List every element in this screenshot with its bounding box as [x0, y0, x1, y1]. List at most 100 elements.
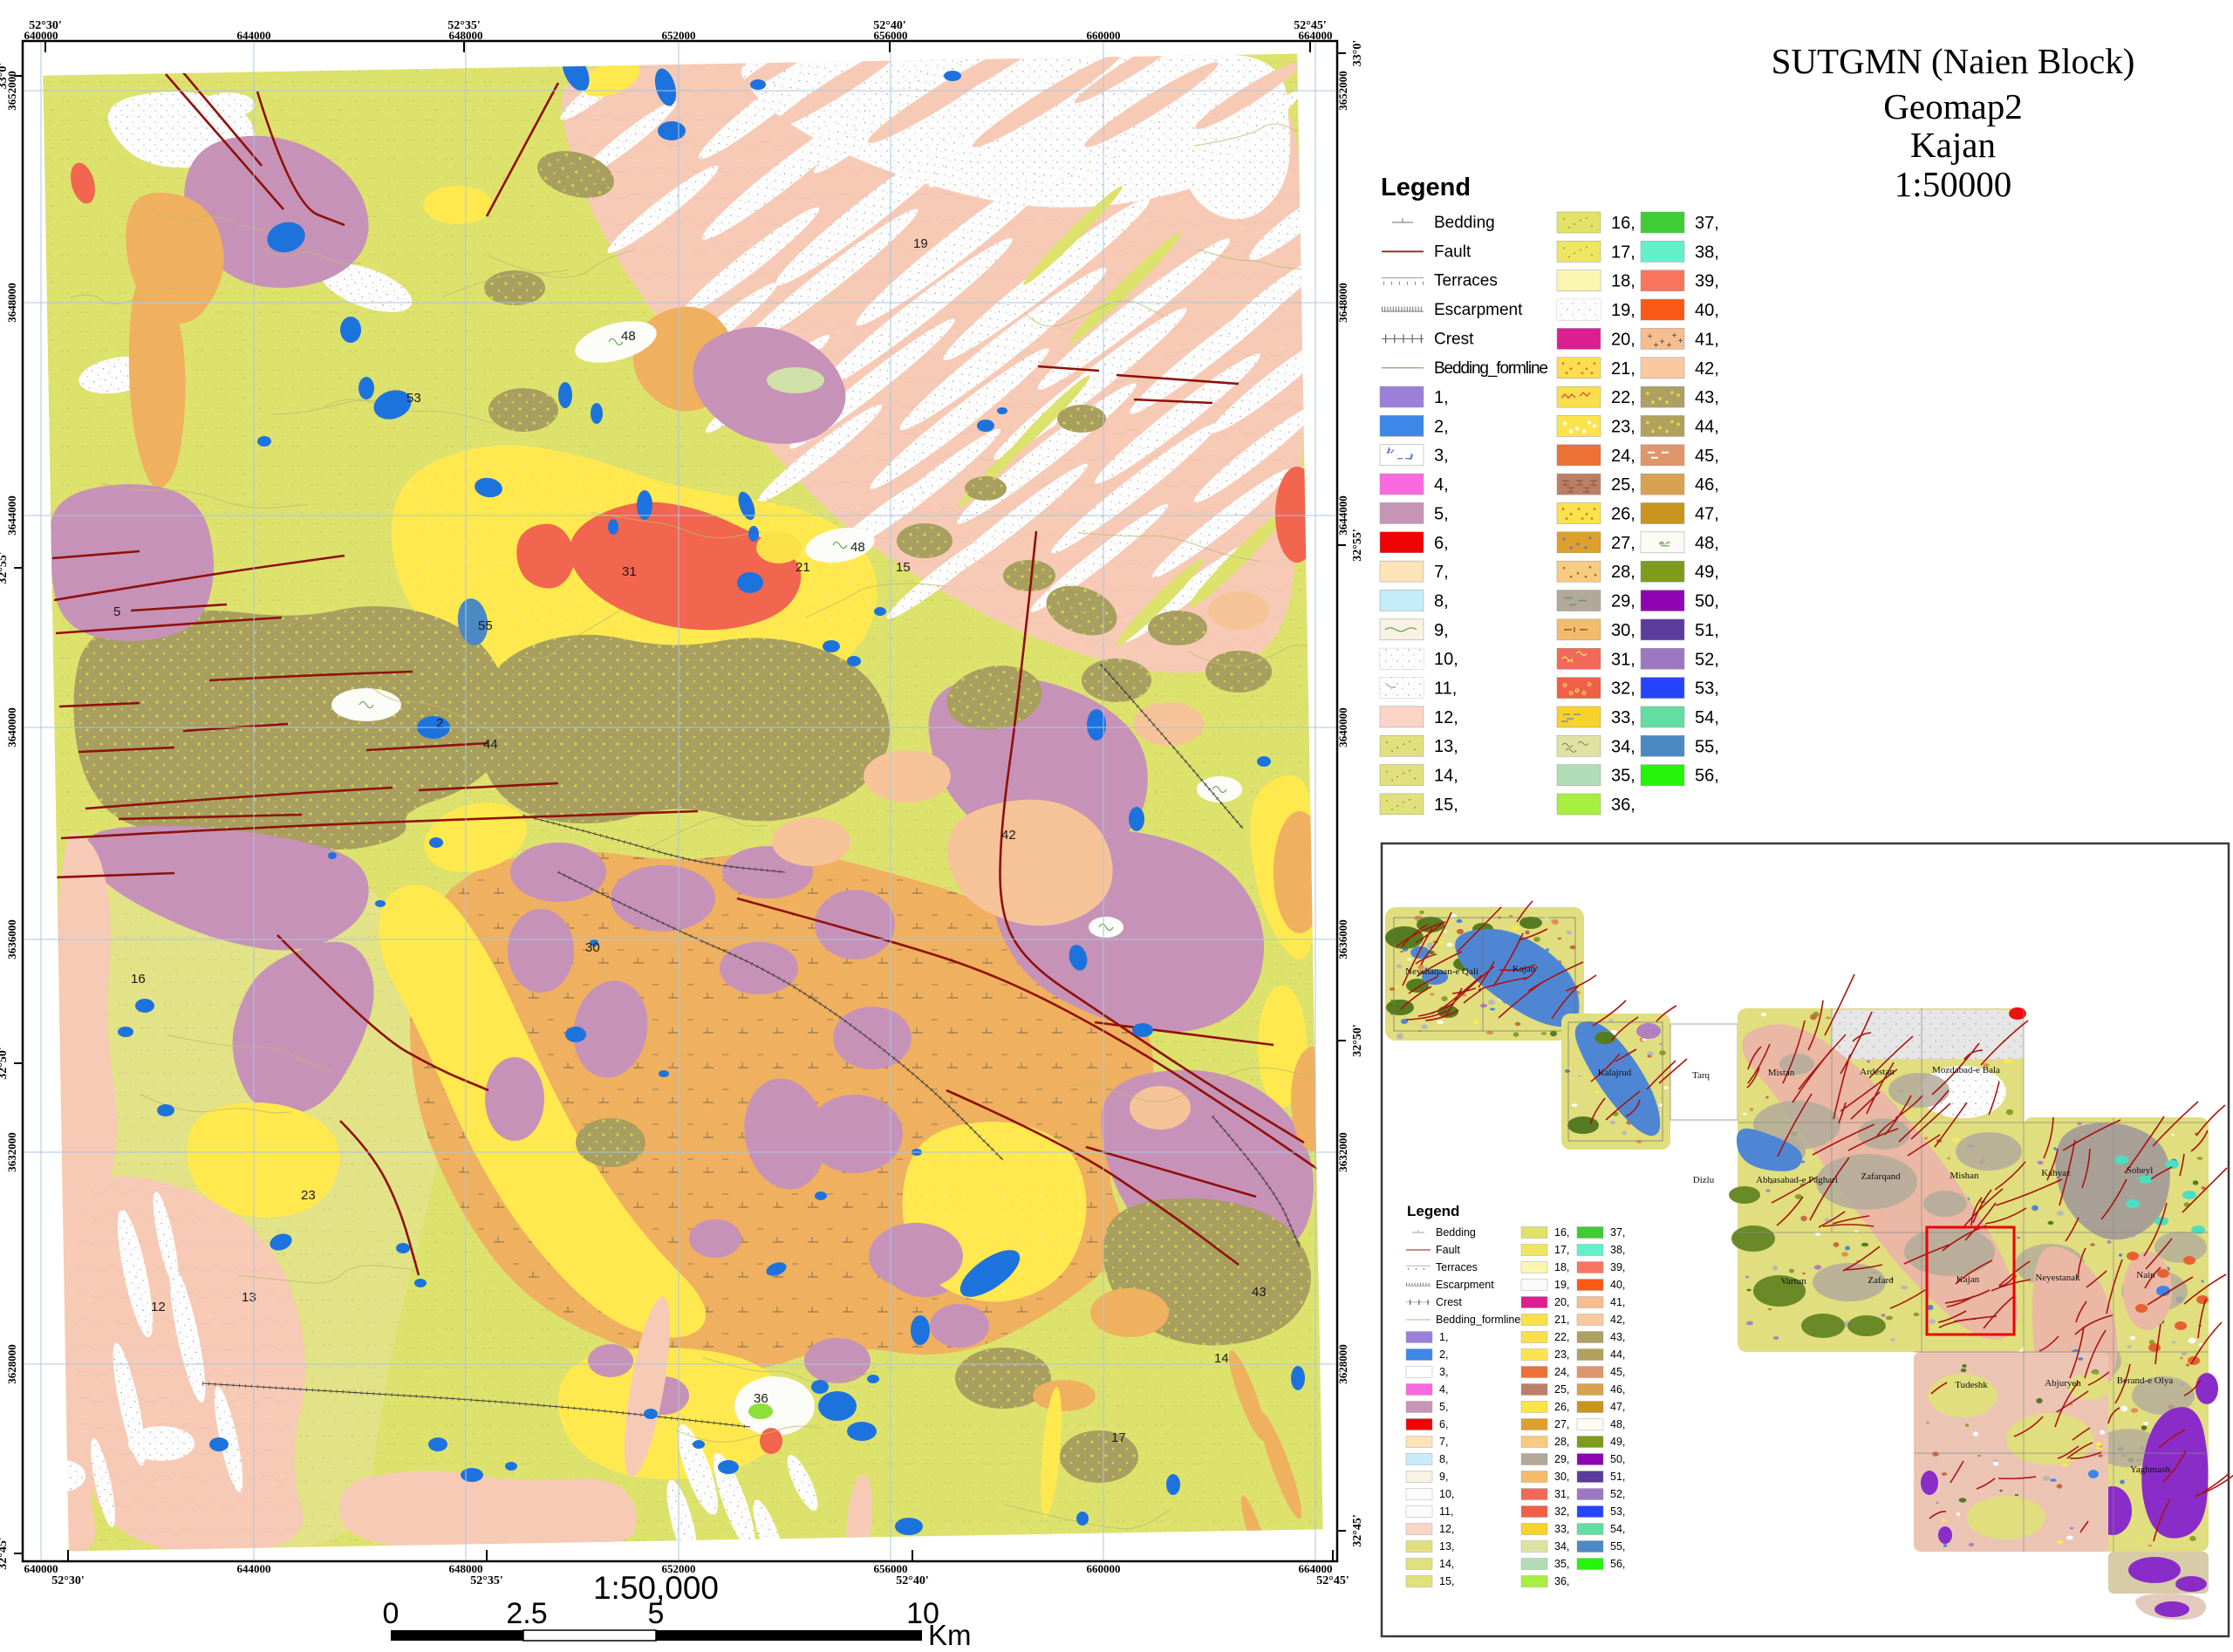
svg-text:19,: 19,: [1611, 301, 1635, 320]
svg-text:20,: 20,: [1611, 330, 1635, 349]
svg-text:652000: 652000: [662, 29, 696, 42]
svg-text:10,: 10,: [1439, 1488, 1454, 1500]
svg-text:15,: 15,: [1439, 1575, 1454, 1587]
svg-text:53: 53: [406, 391, 421, 406]
svg-text:Dizlu: Dizlu: [1693, 1175, 1715, 1185]
svg-text:54,: 54,: [1695, 708, 1719, 727]
svg-text:2.5: 2.5: [506, 1597, 547, 1630]
svg-text:Nain: Nain: [2136, 1270, 2155, 1280]
svg-text:52°45': 52°45': [1294, 19, 1327, 32]
svg-text:656000: 656000: [874, 1562, 908, 1575]
svg-text:43: 43: [1252, 1285, 1267, 1300]
svg-text:23,: 23,: [1554, 1348, 1569, 1361]
svg-text:Abbasabad-e Paghari: Abbasabad-e Paghari: [1756, 1175, 1838, 1185]
svg-text:21,: 21,: [1611, 359, 1635, 379]
svg-text:36: 36: [754, 1391, 768, 1406]
svg-text:43,: 43,: [1695, 388, 1719, 407]
svg-text:660000: 660000: [1087, 29, 1121, 42]
svg-text:52°30': 52°30': [29, 19, 62, 32]
svg-text:12: 12: [151, 1300, 166, 1314]
svg-text:30,: 30,: [1554, 1471, 1569, 1483]
svg-text:24,: 24,: [1554, 1366, 1569, 1378]
svg-text:55,: 55,: [1610, 1540, 1625, 1553]
svg-text:7,: 7,: [1439, 1436, 1448, 1448]
svg-text:48: 48: [621, 329, 636, 344]
svg-text:39,: 39,: [1695, 272, 1719, 291]
svg-text:652000: 652000: [662, 1562, 696, 1575]
svg-text:11,: 11,: [1439, 1505, 1453, 1518]
svg-text:Mistan: Mistan: [1768, 1068, 1795, 1078]
svg-text:36,: 36,: [1554, 1575, 1569, 1587]
svg-text:52,: 52,: [1695, 650, 1719, 669]
svg-text:3,: 3,: [1439, 1366, 1448, 1378]
svg-text:55,: 55,: [1695, 737, 1719, 756]
svg-text:16,: 16,: [1611, 214, 1635, 233]
svg-text:Zafarqand: Zafarqand: [1861, 1171, 1901, 1182]
svg-text:51,: 51,: [1610, 1471, 1625, 1483]
svg-text:33,: 33,: [1554, 1523, 1569, 1535]
svg-text:53,: 53,: [1695, 679, 1719, 699]
svg-text:19: 19: [913, 236, 928, 251]
svg-text:656000: 656000: [874, 29, 908, 42]
svg-text:Neyestanak: Neyestanak: [2035, 1273, 2080, 1283]
svg-text:43,: 43,: [1610, 1331, 1625, 1343]
svg-text:SUTGMN (Naien Block): SUTGMN (Naien Block): [1772, 41, 2135, 81]
svg-text:20,: 20,: [1554, 1296, 1569, 1308]
svg-text:49,: 49,: [1695, 563, 1719, 582]
svg-text:22,: 22,: [1554, 1331, 1569, 1343]
svg-text:Ardestan: Ardestan: [1860, 1067, 1895, 1077]
svg-text:Kajan: Kajan: [1513, 964, 1536, 974]
svg-text:3640000: 3640000: [1336, 707, 1349, 747]
svg-text:38,: 38,: [1695, 242, 1719, 262]
svg-text:42,: 42,: [1695, 359, 1719, 379]
svg-text:52°30': 52°30': [51, 1574, 85, 1587]
svg-text:Mishan: Mishan: [1950, 1171, 1980, 1181]
svg-text:3636000: 3636000: [5, 919, 18, 959]
svg-text:52°35': 52°35': [447, 19, 481, 32]
svg-text:34,: 34,: [1554, 1540, 1569, 1553]
svg-text:46,: 46,: [1695, 475, 1719, 495]
svg-text:26,: 26,: [1611, 505, 1635, 524]
svg-text:41,: 41,: [1610, 1296, 1625, 1308]
svg-text:1,: 1,: [1434, 388, 1449, 407]
svg-text:6,: 6,: [1439, 1418, 1448, 1430]
svg-text:Geomap2: Geomap2: [1883, 86, 2022, 126]
svg-text:Bedding: Bedding: [1434, 214, 1495, 232]
svg-text:15,: 15,: [1434, 795, 1458, 815]
svg-text:32°45': 32°45': [1351, 1514, 1364, 1547]
svg-text:17,: 17,: [1611, 242, 1635, 262]
svg-text:33°0': 33°0': [0, 63, 10, 90]
svg-text:7,: 7,: [1434, 563, 1449, 582]
svg-text:48: 48: [850, 540, 865, 555]
svg-text:3648000: 3648000: [1336, 283, 1349, 323]
svg-text:648000: 648000: [449, 29, 483, 42]
svg-text:32,: 32,: [1611, 679, 1635, 699]
svg-text:1:50,000: 1:50,000: [593, 1570, 719, 1606]
svg-text:28,: 28,: [1554, 1436, 1569, 1448]
svg-text:35,: 35,: [1611, 767, 1635, 786]
svg-text:18,: 18,: [1554, 1261, 1569, 1273]
svg-text:38,: 38,: [1610, 1244, 1625, 1256]
svg-text:40,: 40,: [1610, 1279, 1625, 1291]
svg-text:44,: 44,: [1695, 417, 1719, 436]
svg-text:32°50': 32°50': [1351, 1024, 1364, 1057]
svg-text:30: 30: [585, 940, 600, 955]
svg-text:56,: 56,: [1695, 767, 1719, 786]
svg-text:48,: 48,: [1610, 1418, 1625, 1430]
svg-text:22,: 22,: [1611, 388, 1635, 407]
svg-text:50,: 50,: [1695, 592, 1719, 611]
svg-text:Tarq: Tarq: [1692, 1070, 1710, 1081]
svg-text:3632000: 3632000: [1336, 1132, 1349, 1172]
svg-text:44,: 44,: [1610, 1348, 1625, 1361]
svg-text:5,: 5,: [1439, 1401, 1448, 1413]
svg-text:45,: 45,: [1610, 1366, 1625, 1378]
svg-text:52,: 52,: [1610, 1488, 1625, 1500]
svg-text:10: 10: [906, 1597, 939, 1630]
svg-text:54,: 54,: [1610, 1523, 1625, 1535]
svg-text:31: 31: [622, 564, 637, 579]
svg-text:5: 5: [648, 1597, 665, 1630]
svg-text:3652000: 3652000: [5, 71, 18, 111]
svg-text:Kalajrud: Kalajrud: [1598, 1068, 1632, 1078]
svg-text:Bedding_formline: Bedding_formline: [1434, 359, 1548, 378]
svg-text:10,: 10,: [1434, 650, 1458, 669]
